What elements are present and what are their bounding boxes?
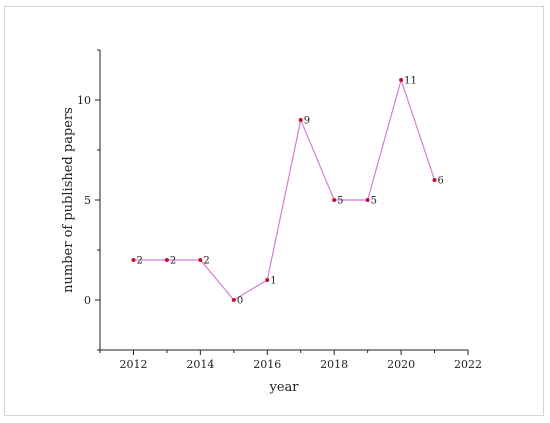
data-label: 5 [371,196,377,207]
y-tick-label: 10 [77,94,91,107]
data-label: 9 [304,116,310,127]
data-label: 0 [237,296,243,307]
data-markers [131,78,437,302]
y-tick-label: 5 [84,194,91,207]
chart-frame [4,6,544,416]
data-label: 5 [337,196,343,207]
data-point [231,298,236,302]
data-label: 1 [270,276,276,287]
data-label: 2 [203,256,209,267]
x-tick-label: 2014 [186,358,214,371]
data-point [131,258,136,262]
x-axis-title: year [268,380,299,395]
y-axis-title: number of published papers [61,107,76,293]
data-point [365,198,370,202]
data-point [265,278,270,282]
data-label: 6 [438,176,444,187]
data-label: 2 [136,256,142,267]
x-ticks: 2012 2014 2016 2018 2020 2022 [99,350,482,371]
data-label: 11 [404,76,417,87]
data-point [164,258,169,262]
series-line [133,77,436,301]
data-labels: 2 2 2 0 1 9 5 5 11 6 [136,76,443,307]
data-point [399,78,404,82]
x-tick-label: 2020 [387,358,415,371]
data-label: 2 [170,256,176,267]
y-tick-label: 0 [84,294,91,307]
x-tick-label: 2016 [253,358,281,371]
x-tick-label: 2012 [119,358,147,371]
x-tick-label: 2022 [454,358,482,371]
data-point [332,198,337,202]
data-point [198,258,203,262]
data-point [432,178,437,182]
x-tick-label: 2018 [320,358,348,371]
y-ticks: 0 5 10 [77,49,100,351]
data-point [298,118,303,122]
